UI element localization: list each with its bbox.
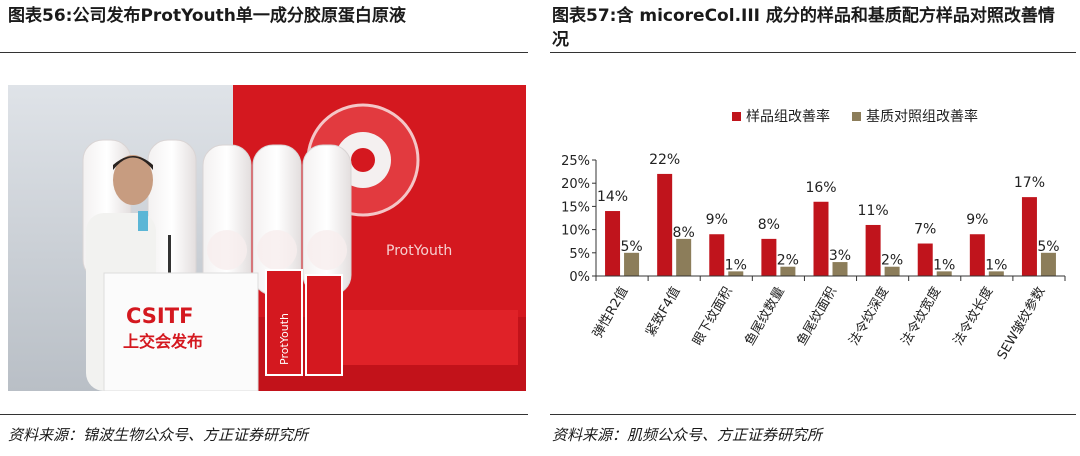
legend-swatch-0 bbox=[732, 112, 741, 121]
y-axis: 0% 5% 10% 15% 20% 25% bbox=[561, 154, 597, 285]
x-tick-label-7: 法令纹长度 bbox=[950, 284, 996, 348]
bar-s1-8 bbox=[1040, 252, 1056, 276]
data-label-s1-8: 5% bbox=[1037, 239, 1059, 255]
data-label-s1-5: 2% bbox=[881, 253, 903, 269]
y-tick-label-4: 20% bbox=[561, 177, 590, 192]
data-label-s0-0: 14% bbox=[597, 189, 628, 205]
x-tick-label-2: 眼下纹面积 bbox=[690, 285, 735, 349]
bar-s0-3 bbox=[761, 238, 777, 276]
red-tray bbox=[338, 310, 518, 365]
y-tick-label-3: 15% bbox=[561, 200, 590, 215]
label-brand-text: ProtYouth bbox=[278, 313, 291, 365]
data-label-s1-2: 1% bbox=[725, 257, 747, 273]
data-label-s1-0: 5% bbox=[620, 239, 642, 255]
bar-s0-5 bbox=[865, 224, 881, 276]
x-tick-label-0: 弹性R2值 bbox=[590, 284, 632, 341]
bar-s1-5 bbox=[884, 266, 900, 276]
x-tick-label-3: 鱼尾纹数量 bbox=[741, 284, 787, 348]
left-title-rule bbox=[0, 52, 528, 53]
box-brand-text: ProtYouth bbox=[386, 243, 452, 259]
bar-s1-0 bbox=[624, 252, 640, 276]
left-source-rule bbox=[0, 414, 528, 415]
bar-s1-7 bbox=[988, 271, 1004, 276]
bar-s1-2 bbox=[728, 271, 744, 276]
data-label-s0-1: 22% bbox=[649, 152, 680, 168]
right-title-rule bbox=[550, 52, 1076, 53]
bar-s0-0 bbox=[605, 211, 621, 276]
data-label-s0-4: 16% bbox=[805, 180, 836, 196]
left-panel: 图表56:公司发布ProtYouth单一成分胶原蛋白原液 ProtYouth bbox=[0, 0, 528, 456]
product-label-2 bbox=[305, 274, 343, 376]
data-labels: 14% 22% 9% 8% 16% 11% 7% 9% 17% 5% 8% 1% 2% 3% 2% 1% 1% 5… bbox=[597, 152, 1060, 273]
data-label-s0-5: 11% bbox=[858, 203, 889, 219]
right-source-rule bbox=[550, 414, 1076, 415]
data-label-s1-7: 1% bbox=[985, 257, 1007, 273]
bar-s1-1 bbox=[676, 238, 692, 276]
x-axis: 弹性R2值 紧致F4值 眼下纹面积 鱼尾纹数量 鱼尾纹面积 法令纹深度 法令纹宽度 法令纹长度… bbox=[590, 275, 1066, 362]
left-source: 资料来源：锦波生物公众号、方正证券研究所 bbox=[8, 426, 309, 444]
bar-s0-2 bbox=[709, 234, 725, 276]
photo-illustration: ProtYouth ProtYouth bbox=[8, 85, 526, 391]
x-tick-label-6: 法令纹宽度 bbox=[898, 284, 944, 348]
data-label-s0-3: 8% bbox=[758, 217, 780, 233]
bar-s0-8 bbox=[1021, 197, 1037, 276]
legend-label-0: 样品组改善率 bbox=[746, 108, 830, 125]
podium-logo: CSITF bbox=[126, 304, 193, 328]
legend-swatch-1 bbox=[852, 112, 861, 121]
y-tick-label-1: 5% bbox=[569, 247, 590, 262]
serum-vials bbox=[82, 139, 352, 296]
y-tick-label-5: 25% bbox=[561, 154, 590, 169]
bar-chart: 样品组改善率 基质对照组改善率 0% 5% 10% 15% 20% 25% 14% 22% 9%… bbox=[561, 108, 1066, 362]
x-tick-label-4: 鱼尾纹面积 bbox=[794, 284, 840, 348]
product-label-1 bbox=[265, 269, 303, 376]
data-label-s1-4: 3% bbox=[829, 248, 851, 264]
y-tick-label-2: 10% bbox=[561, 224, 590, 239]
bar-s0-7 bbox=[969, 234, 985, 276]
data-label-s1-1: 8% bbox=[673, 225, 695, 241]
bar-s1-6 bbox=[936, 271, 952, 276]
bar-s0-4 bbox=[813, 201, 829, 276]
data-label-s0-2: 9% bbox=[706, 212, 728, 228]
right-figure-title: 图表57:含 micoreCol.III 成分的样品和基质配方样品对照改善情况 bbox=[552, 6, 1055, 50]
product-launch-photo: ProtYouth ProtYouth bbox=[8, 85, 526, 391]
chart-legend: 样品组改善率 基质对照组改善率 bbox=[732, 108, 978, 125]
data-label-s0-8: 17% bbox=[1014, 175, 1045, 191]
x-tick-label-1: 紧致F4值 bbox=[642, 284, 683, 339]
data-label-s0-7: 9% bbox=[966, 212, 988, 228]
data-label-s1-6: 1% bbox=[933, 257, 955, 273]
left-figure-title: 图表56:公司发布ProtYouth单一成分胶原蛋白原液 bbox=[8, 6, 406, 26]
bar-s0-1 bbox=[657, 173, 673, 276]
right-panel: 图表57:含 micoreCol.III 成分的样品和基质配方样品对照改善情况 … bbox=[550, 0, 1080, 456]
data-label-s0-6: 7% bbox=[914, 222, 936, 238]
bar-s0-6 bbox=[917, 243, 933, 276]
x-tick-label-5: 法令纹深度 bbox=[846, 284, 892, 348]
legend-label-1: 基质对照组改善率 bbox=[866, 108, 978, 125]
y-tick-label-0: 0% bbox=[569, 270, 590, 285]
x-tick-label-8: SEW皱纹参数 bbox=[994, 284, 1049, 362]
bars bbox=[605, 173, 1056, 276]
podium bbox=[103, 272, 259, 391]
podium-text: 上交会发布 bbox=[123, 332, 203, 351]
right-source: 资料来源：肌频公众号、方正证券研究所 bbox=[552, 426, 823, 444]
bar-s1-3 bbox=[780, 266, 796, 276]
data-label-s1-3: 2% bbox=[777, 253, 799, 269]
bar-s1-4 bbox=[832, 262, 848, 276]
